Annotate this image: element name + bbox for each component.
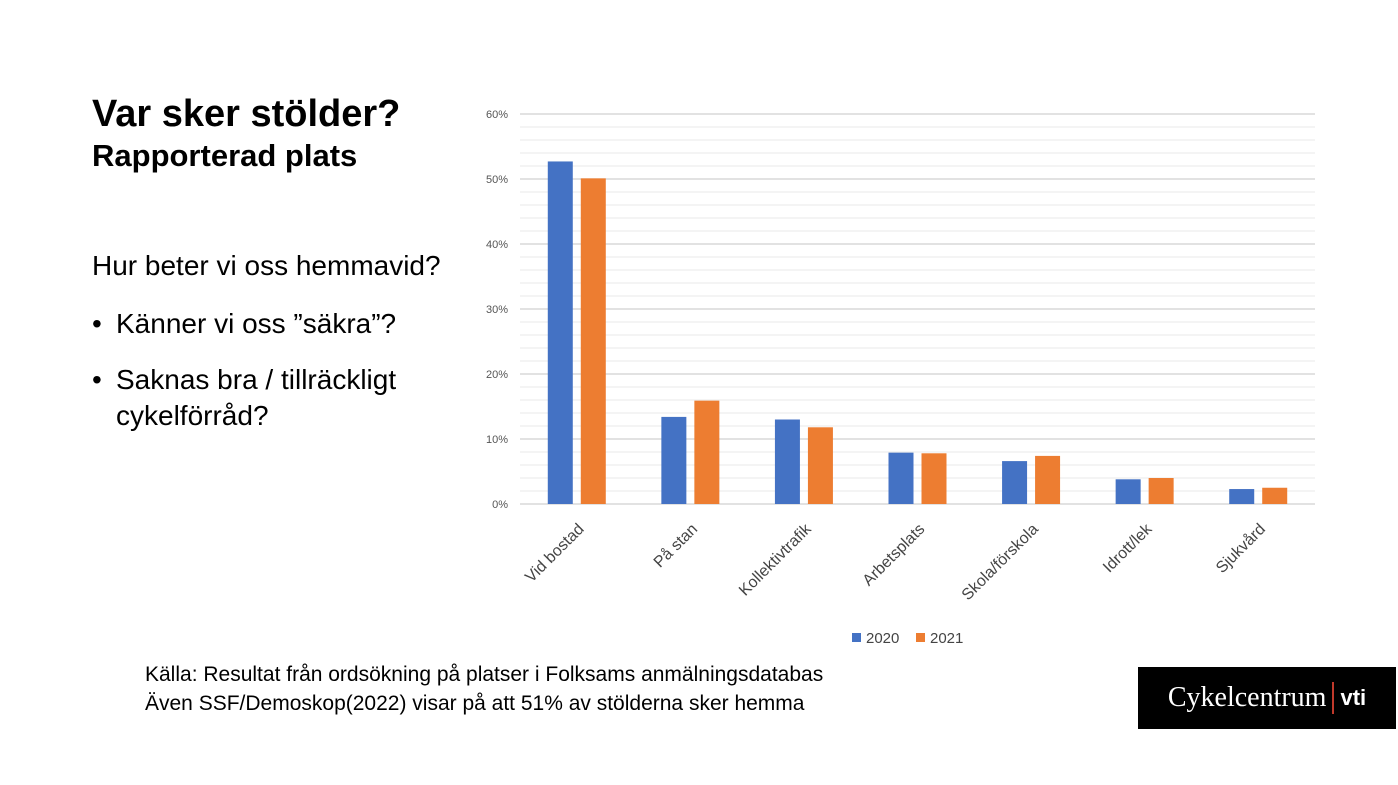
bar-2020-2 [774,419,800,504]
y-tick-label: 10% [486,434,508,446]
bar-2021-2 [807,427,833,504]
bar-2021-4 [1035,455,1061,504]
logo-vti: vti [1340,685,1367,710]
legend-swatch-2021 [916,633,925,642]
legend-swatch-2020 [852,633,861,642]
bar-2020-5 [1115,479,1141,504]
source-note: Källa: Resultat från ordsökning på plats… [145,660,823,718]
bar-2020-6 [1229,489,1255,504]
bar-2021-6 [1262,487,1288,504]
bar-2021-1 [694,400,720,504]
source-line: Källa: Resultat från ordsökning på plats… [145,663,824,686]
slide-title: Var sker stölder? [92,93,401,135]
bar-2020-3 [888,452,914,504]
slide-body: Hur beter vi oss hemmavid? Känner vi oss… [92,248,452,454]
bullet-item: Saknas bra / tillräckligt cykelförråd? [92,362,452,434]
x-tick-label: Arbetsplats [860,521,929,590]
y-tick-label: 30% [486,304,508,316]
y-tick-label: 20% [486,369,508,381]
bar-2021-3 [921,453,947,504]
legend-label: 2020 [866,630,899,647]
logo-name: Cykelcentrum [1167,682,1327,713]
intro-text: Hur beter vi oss hemmavid? [92,250,441,281]
logo-divider [1332,682,1335,714]
bar-2021-0 [580,178,606,504]
x-tick-label: Vid bostad [522,521,587,586]
x-tick-label: Sjukvård [1212,520,1269,577]
cykelcentrum-vti-logo: Cykelcentrum vti [1138,667,1396,729]
bar-chart: 0% 10% 20% 30% 40% 50% 60% Vid bostad På stan Kol… [486,109,1315,647]
bar-2020-4 [1002,461,1028,504]
bar-2020-1 [661,416,687,504]
y-tick-label: 50% [486,174,508,186]
x-tick-label: Kollektivtrafik [736,520,815,599]
bar-2020-0 [547,161,573,504]
x-tick-label: Skola/förskola [959,521,1042,604]
source-line: Även SSF/Demoskop(2022) visar på att 51%… [145,692,805,715]
x-tick-label: På stan [650,520,701,571]
y-tick-label: 0% [492,499,508,511]
slide-subtitle: Rapporterad plats [92,138,358,173]
x-tick-label: Idrott/lek [1100,520,1156,576]
bar-2021-5 [1148,478,1174,504]
y-tick-label: 40% [486,239,508,251]
y-tick-label: 60% [486,109,508,121]
title-block: Var sker stölder? Rapporterad plats [92,92,400,176]
bullet-item: Känner vi oss ”säkra”? [92,306,452,342]
legend-label: 2021 [930,630,963,647]
